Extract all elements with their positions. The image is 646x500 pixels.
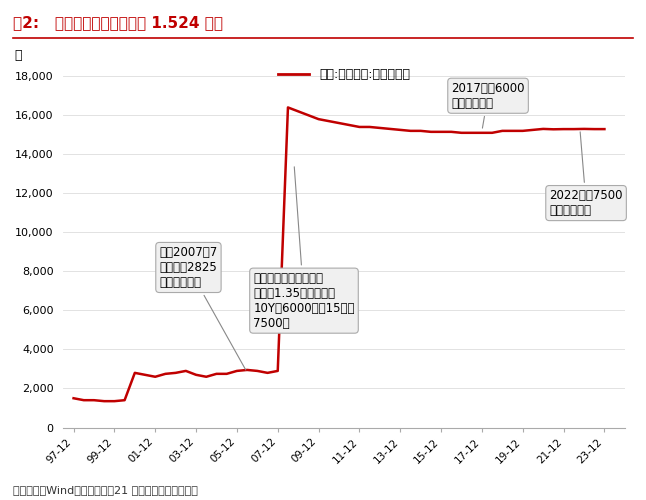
Text: 图2:   央行对政府债券余额约 1.524 万亿: 图2: 央行对政府债券余额约 1.524 万亿 xyxy=(13,15,223,30)
Legend: 中国:货币当局:对政府债权: 中国:货币当局:对政府债权 xyxy=(273,63,415,86)
Text: 央行从农业银行买入特
别国债1.35万亿，其中
10Y期6000亿，15年期
7500亿: 央行从农业银行买入特 别国债1.35万亿，其中 10Y期6000亿，15年期 7… xyxy=(253,167,355,330)
Y-axis label: 亿: 亿 xyxy=(15,50,22,62)
Text: 截至2007年7
月，约有2825
亿对政府债权: 截至2007年7 月，约有2825 亿对政府债权 xyxy=(160,246,245,370)
Text: 资料来源：Wind，央行官网，21 财经，浙商证券研究所: 资料来源：Wind，央行官网，21 财经，浙商证券研究所 xyxy=(13,485,198,495)
Text: 2017年，6000
亿到期后续作: 2017年，6000 亿到期后续作 xyxy=(452,82,525,128)
Text: 2022年，7500
亿到期后续作: 2022年，7500 亿到期后续作 xyxy=(549,132,623,217)
